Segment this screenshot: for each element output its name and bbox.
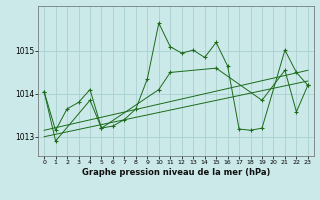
X-axis label: Graphe pression niveau de la mer (hPa): Graphe pression niveau de la mer (hPa) [82,168,270,177]
